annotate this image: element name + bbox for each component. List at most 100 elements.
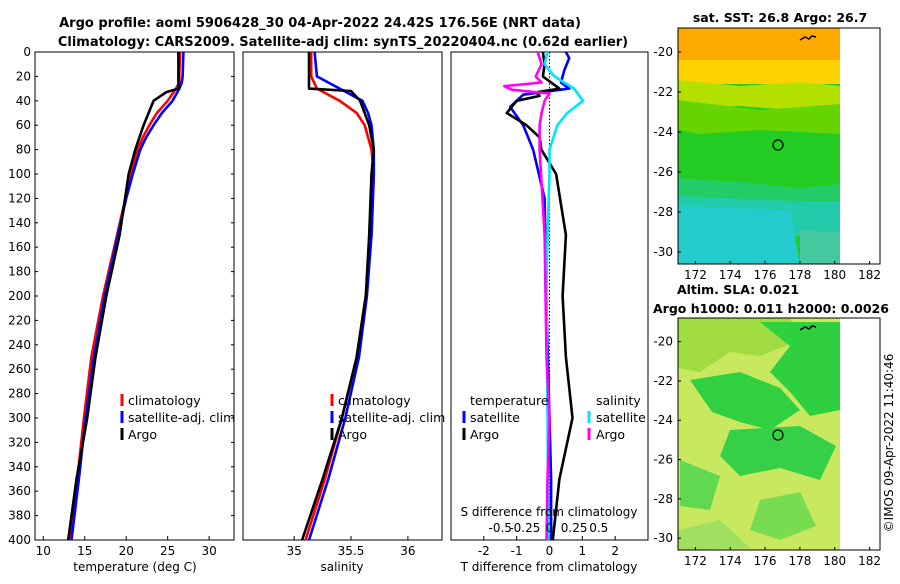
difference-legend: temperature satellite Argo salinity sate… [462,393,646,442]
map-lon-tick-label: 172 [684,554,707,568]
map-lon-tick-label: 182 [858,554,881,568]
difference-panel: -2 -1 0 1 2 T difference from climatology S … [450,51,649,574]
x-tick-label: 25 [160,544,175,558]
depth-tick-label: 280 [8,387,31,401]
depth-tick-label: 220 [8,313,31,327]
depth-tick-label: 60 [16,118,31,132]
x-tick-label: 36 [400,544,415,558]
legend-label-argo: Argo [128,427,157,442]
sla-map-panel: Altim. SLA: 0.021 Argo h1000: 0.011 h200… [653,282,889,568]
sst-map-title: sat. SST: 26.8 Argo: 26.7 [693,10,867,25]
map-lon-tick-label: 174 [719,554,742,568]
series-line-argo [66,52,180,540]
depth-tick-label: 300 [8,411,31,425]
sla-map-frame [677,317,881,551]
depth-tick-label: 400 [8,533,31,547]
temperature-x-ticks: 10 15 20 25 30 [36,536,217,558]
map-lon-tick-label: 178 [788,268,811,282]
depth-tick-label: 100 [8,167,31,181]
s-difference-tick-label: 0 [546,521,554,535]
map-lon-tick-label: 176 [754,268,777,282]
timestamp: ©IMOS 09-Apr-2022 11:40:46 [882,354,896,533]
salinity-lines [300,52,376,540]
temperature-lines [66,52,185,540]
sst-map-image [678,28,880,264]
sst-argo-position-marker [772,139,784,151]
map-lon-tick-label: 172 [684,268,707,282]
depth-tick-label: 20 [16,69,31,83]
s-difference-tick-label: -0.5 [489,521,512,535]
depth-tick-label: 380 [8,509,31,523]
map-lat-tick-label: -30 [653,245,673,259]
depth-tick-label: 180 [8,265,31,279]
temperature-legend: climatology satellite-adj. clim Argo [120,393,235,442]
x-tick-label: 35 [287,544,302,558]
sla-map-title-line2: Argo h1000: 0.011 h2000: 0.0026 [653,301,889,316]
sst-map-frame [677,27,881,265]
map-lat-tick-label: -24 [653,125,673,139]
temperature-panel: 0204060801001201401601802002202402602803… [8,45,648,574]
salinity-panel: 35 35.5 36 salinity climatology satellite-… [242,51,445,574]
sla-land-outline [799,325,817,331]
map-lat-tick-label: -24 [653,413,673,427]
legend-label-satellite: satellite-adj. clim [338,410,445,425]
figure-title-line2: Climatology: CARS2009. Satellite-adj cli… [58,35,628,50]
depth-tick-label: 120 [8,191,31,205]
series-line-salinity-argo [502,52,551,540]
legend-label-sal-argo: Argo [596,427,625,442]
x-tick-label: 0 [546,544,554,558]
x-tick-label: 10 [36,544,51,558]
depth-tick-label: 200 [8,289,31,303]
legend-header-salinity: salinity [596,393,641,408]
map-lat-tick-label: -26 [653,165,673,179]
map-lon-tick-label: 180 [823,554,846,568]
legend-label-temp-argo: Argo [470,427,499,442]
temperature-xlabel: temperature (deg C) [73,560,196,574]
difference-lines [502,52,585,540]
map-lat-tick-label: -26 [653,453,673,467]
x-tick-label: 15 [77,544,92,558]
map-lon-tick-label: 182 [858,268,881,282]
sla-argo-position-marker [772,429,784,441]
depth-tick-label: 80 [16,143,31,157]
s-difference-tick-label: -0.25 [509,521,540,535]
salinity-x-ticks: 35 35.5 36 [287,536,416,558]
s-difference-tick-label: 0.5 [589,521,608,535]
legend-label-climatology: climatology [338,393,411,408]
legend-label-sal-satellite: satellite [596,410,646,425]
legend-label-satellite: satellite-adj. clim [128,410,235,425]
map-lat-tick-label: -20 [653,335,673,349]
salinity-axes-frame [242,51,443,541]
map-lat-tick-label: -22 [653,374,673,388]
sla-map-image [678,318,880,550]
series-line-argo [300,52,376,540]
map-lon-tick-label: 178 [788,554,811,568]
x-tick-label: 20 [119,544,134,558]
depth-tick-label: 40 [16,94,31,108]
x-tick-label: 1 [579,544,587,558]
x-tick-label: 2 [611,544,619,558]
map-lat-tick-label: -28 [653,492,673,506]
map-lat-tick-label: -22 [653,85,673,99]
map-lon-tick-label: 174 [719,268,742,282]
sst-map-ticks: 172 174 176 178 180 182 -20 -22 -24 -26 -28 -30 [653,45,881,282]
sst-land-outline [799,35,817,41]
series-line-satellite-adj-clim [70,52,185,540]
x-tick-label: -2 [478,544,490,558]
x-tick-label: 30 [201,544,216,558]
x-tick-label: 35.5 [338,544,365,558]
depth-tick-label: 340 [8,460,31,474]
map-lon-tick-label: 176 [754,554,777,568]
depth-tick-label: 140 [8,216,31,230]
sla-map-title-line1: Altim. SLA: 0.021 [677,282,799,297]
depth-tick-label: 360 [8,484,31,498]
difference-top-xlabel: S difference from climatology [461,505,638,519]
map-lat-tick-label: -30 [653,531,673,545]
series-line-temperature-argo [505,52,574,540]
depth-tick-label: 0 [23,45,31,59]
legend-header-temperature: temperature [470,393,549,408]
salinity-difference-ticks: -0.5-0.25 0 0.25 0.5 [489,521,609,535]
depth-tick-label: 320 [8,435,31,449]
figure-title-line1: Argo profile: aoml 5906428_30 04-Apr-202… [59,16,581,31]
